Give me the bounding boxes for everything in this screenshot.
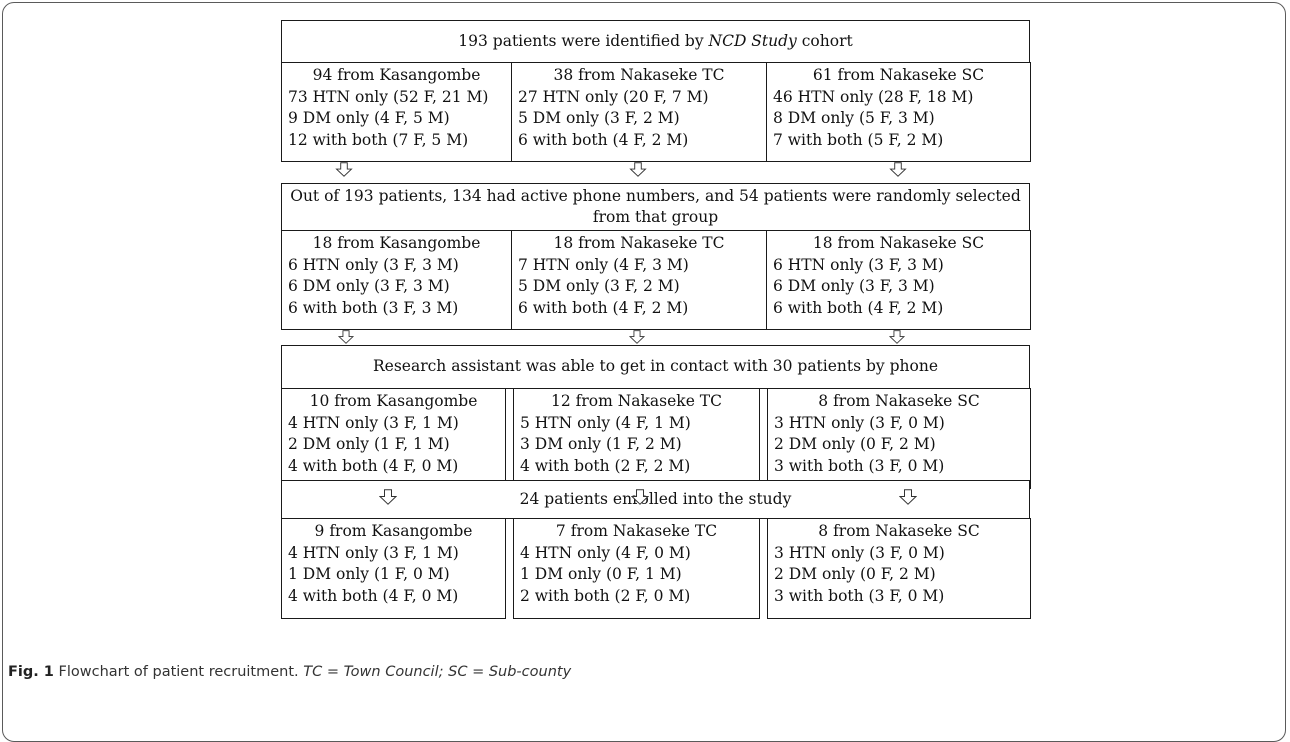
site-group-line: 2 DM only (0 F, 2 M) [774,435,936,453]
down-arrow-icon [899,489,917,505]
site-group-line: 4 HTN only (3 F, 1 M) [288,413,459,432]
site-group-line: 3 with both (3 F, 0 M) [774,456,945,475]
site-group-title: 18 from Kasangombe [312,234,481,252]
site-group-line: 4 with both (4 F, 0 M) [288,586,459,605]
site-group-title: 8 from Nakaseke SC [818,392,980,410]
site-group-title: 38 from Nakaseke TC [553,66,725,84]
site-group-box: 10 from Kasangombe 4 HTN only (3 F, 1 M) 2… [281,388,506,489]
site-group-title: 18 from Nakaseke SC [812,234,985,252]
site-group-box: 18 from Nakaseke SC 6 HTN only (3 F, 3 M)… [766,230,1031,330]
header-text-study: NCD Study [708,31,797,50]
site-group-box: 18 from Kasangombe 6 HTN only (3 F, 3 M) 6… [281,230,512,330]
site-group-line: 2 with both (2 F, 0 M) [520,586,691,605]
site-group-box: 38 from Nakaseke TC 27 HTN only (20 F, 7 … [511,62,767,162]
site-group-line: 6 with both (4 F, 2 M) [518,298,689,317]
header-text-pre: 193 patients were identified by [458,31,709,50]
site-group-line: 73 HTN only (52 F, 21 M) [288,87,489,106]
site-group-title: 18 from Nakaseke TC [553,234,725,252]
site-group-line: 1 DM only (0 F, 1 M) [520,565,682,583]
caption-label: Fig. 1 [8,664,54,680]
site-group-line: 12 with both (7 F, 5 M) [288,130,469,149]
site-group-box: 61 from Nakaseke SC 46 HTN only (28 F, 18… [766,62,1031,162]
figure-caption: Fig. 1 Flowchart of patient recruitment.… [8,664,571,680]
site-group-line: 5 HTN only (4 F, 1 M) [520,413,691,432]
site-group-line: 3 HTN only (3 F, 0 M) [774,413,945,432]
site-group-line: 6 DM only (3 F, 3 M) [288,277,450,295]
site-group-line: 6 with both (3 F, 3 M) [288,298,459,317]
site-group-line: 27 HTN only (20 F, 7 M) [518,87,709,106]
down-arrow-icon [889,162,907,177]
site-group-line: 1 DM only (1 F, 0 M) [288,565,450,583]
site-group-line: 6 with both (4 F, 2 M) [773,298,944,317]
site-group-title: 10 from Kasangombe [309,392,478,410]
site-group-box: 8 from Nakaseke SC 3 HTN only (3 F, 0 M) 2… [767,518,1031,619]
site-group-line: 4 with both (4 F, 0 M) [288,456,459,475]
site-group-line: 46 HTN only (28 F, 18 M) [773,87,974,106]
site-group-line: 2 DM only (1 F, 1 M) [288,435,450,453]
down-arrow-icon [628,330,646,344]
site-group-title: 61 from Nakaseke SC [812,66,985,84]
caption-def-tc: = Town Council; [322,664,449,680]
stage-header-text: 193 patients were identified by NCD Stud… [458,31,852,53]
site-group-line: 6 HTN only (3 F, 3 M) [288,255,459,274]
stage-header-text: Out of 193 patients, 134 had active phon… [290,186,1021,227]
caption-text: Flowchart of patient recruitment. [53,664,304,680]
site-group-line: 4 HTN only (3 F, 1 M) [288,543,459,562]
down-arrow-icon [337,330,355,344]
site-group-title: 8 from Nakaseke SC [818,522,980,540]
site-group-line: 8 DM only (5 F, 3 M) [773,109,935,127]
site-group-box: 8 from Nakaseke SC 3 HTN only (3 F, 0 M) 2… [767,388,1031,489]
down-arrow-icon [629,162,647,177]
site-group-line: 6 HTN only (3 F, 3 M) [773,255,944,274]
site-group-title: 94 from Kasangombe [312,66,481,84]
site-group-box: 12 from Nakaseke TC 5 HTN only (4 F, 1 M)… [513,388,760,489]
caption-def-sc: = Sub-county [467,664,572,680]
site-group-line: 5 DM only (3 F, 2 M) [518,277,680,295]
site-group-line: 6 with both (4 F, 2 M) [518,130,689,149]
site-group-line: 6 DM only (3 F, 3 M) [773,277,935,295]
down-arrow-icon [335,162,353,177]
down-arrow-icon [888,330,906,344]
site-group-line: 5 DM only (3 F, 2 M) [518,109,680,127]
site-group-title: 12 from Nakaseke TC [550,392,722,410]
site-group-line: 2 DM only (0 F, 2 M) [774,565,936,583]
site-group-box: 9 from Kasangombe 4 HTN only (3 F, 1 M) 1 … [281,518,506,619]
site-group-box: 18 from Nakaseke TC 7 HTN only (4 F, 3 M)… [511,230,767,330]
site-group-title: 9 from Kasangombe [314,522,473,540]
caption-abbr-tc: TC [303,664,323,680]
stage-header: 193 patients were identified by NCD Stud… [281,20,1030,63]
caption-abbr-sc: SC [448,664,468,680]
site-group-line: 4 HTN only (4 F, 0 M) [520,543,691,562]
down-arrow-icon [631,489,649,505]
site-group-line: 3 HTN only (3 F, 0 M) [774,543,945,562]
site-group-line: 7 HTN only (4 F, 3 M) [518,255,689,274]
header-text-post: cohort [796,31,853,50]
site-group-line: 4 with both (2 F, 2 M) [520,456,691,475]
site-group-line: 7 with both (5 F, 2 M) [773,130,944,149]
stage-header-text: Research assistant was able to get in co… [372,357,939,376]
stage-header: Out of 193 patients, 134 had active phon… [281,183,1030,231]
stage-header: Research assistant was able to get in co… [281,345,1030,389]
site-group-line: 9 DM only (4 F, 5 M) [288,109,450,127]
site-group-box: 7 from Nakaseke TC 4 HTN only (4 F, 0 M) 1… [513,518,760,619]
stage-header-text: 24 patients enrolled into the study [519,489,792,508]
down-arrow-icon [379,489,397,505]
site-group-line: 3 with both (3 F, 0 M) [774,586,945,605]
site-group-box: 94 from Kasangombe 73 HTN only (52 F, 21 … [281,62,512,162]
site-group-line: 3 DM only (1 F, 2 M) [520,435,682,453]
site-group-title: 7 from Nakaseke TC [555,522,718,540]
